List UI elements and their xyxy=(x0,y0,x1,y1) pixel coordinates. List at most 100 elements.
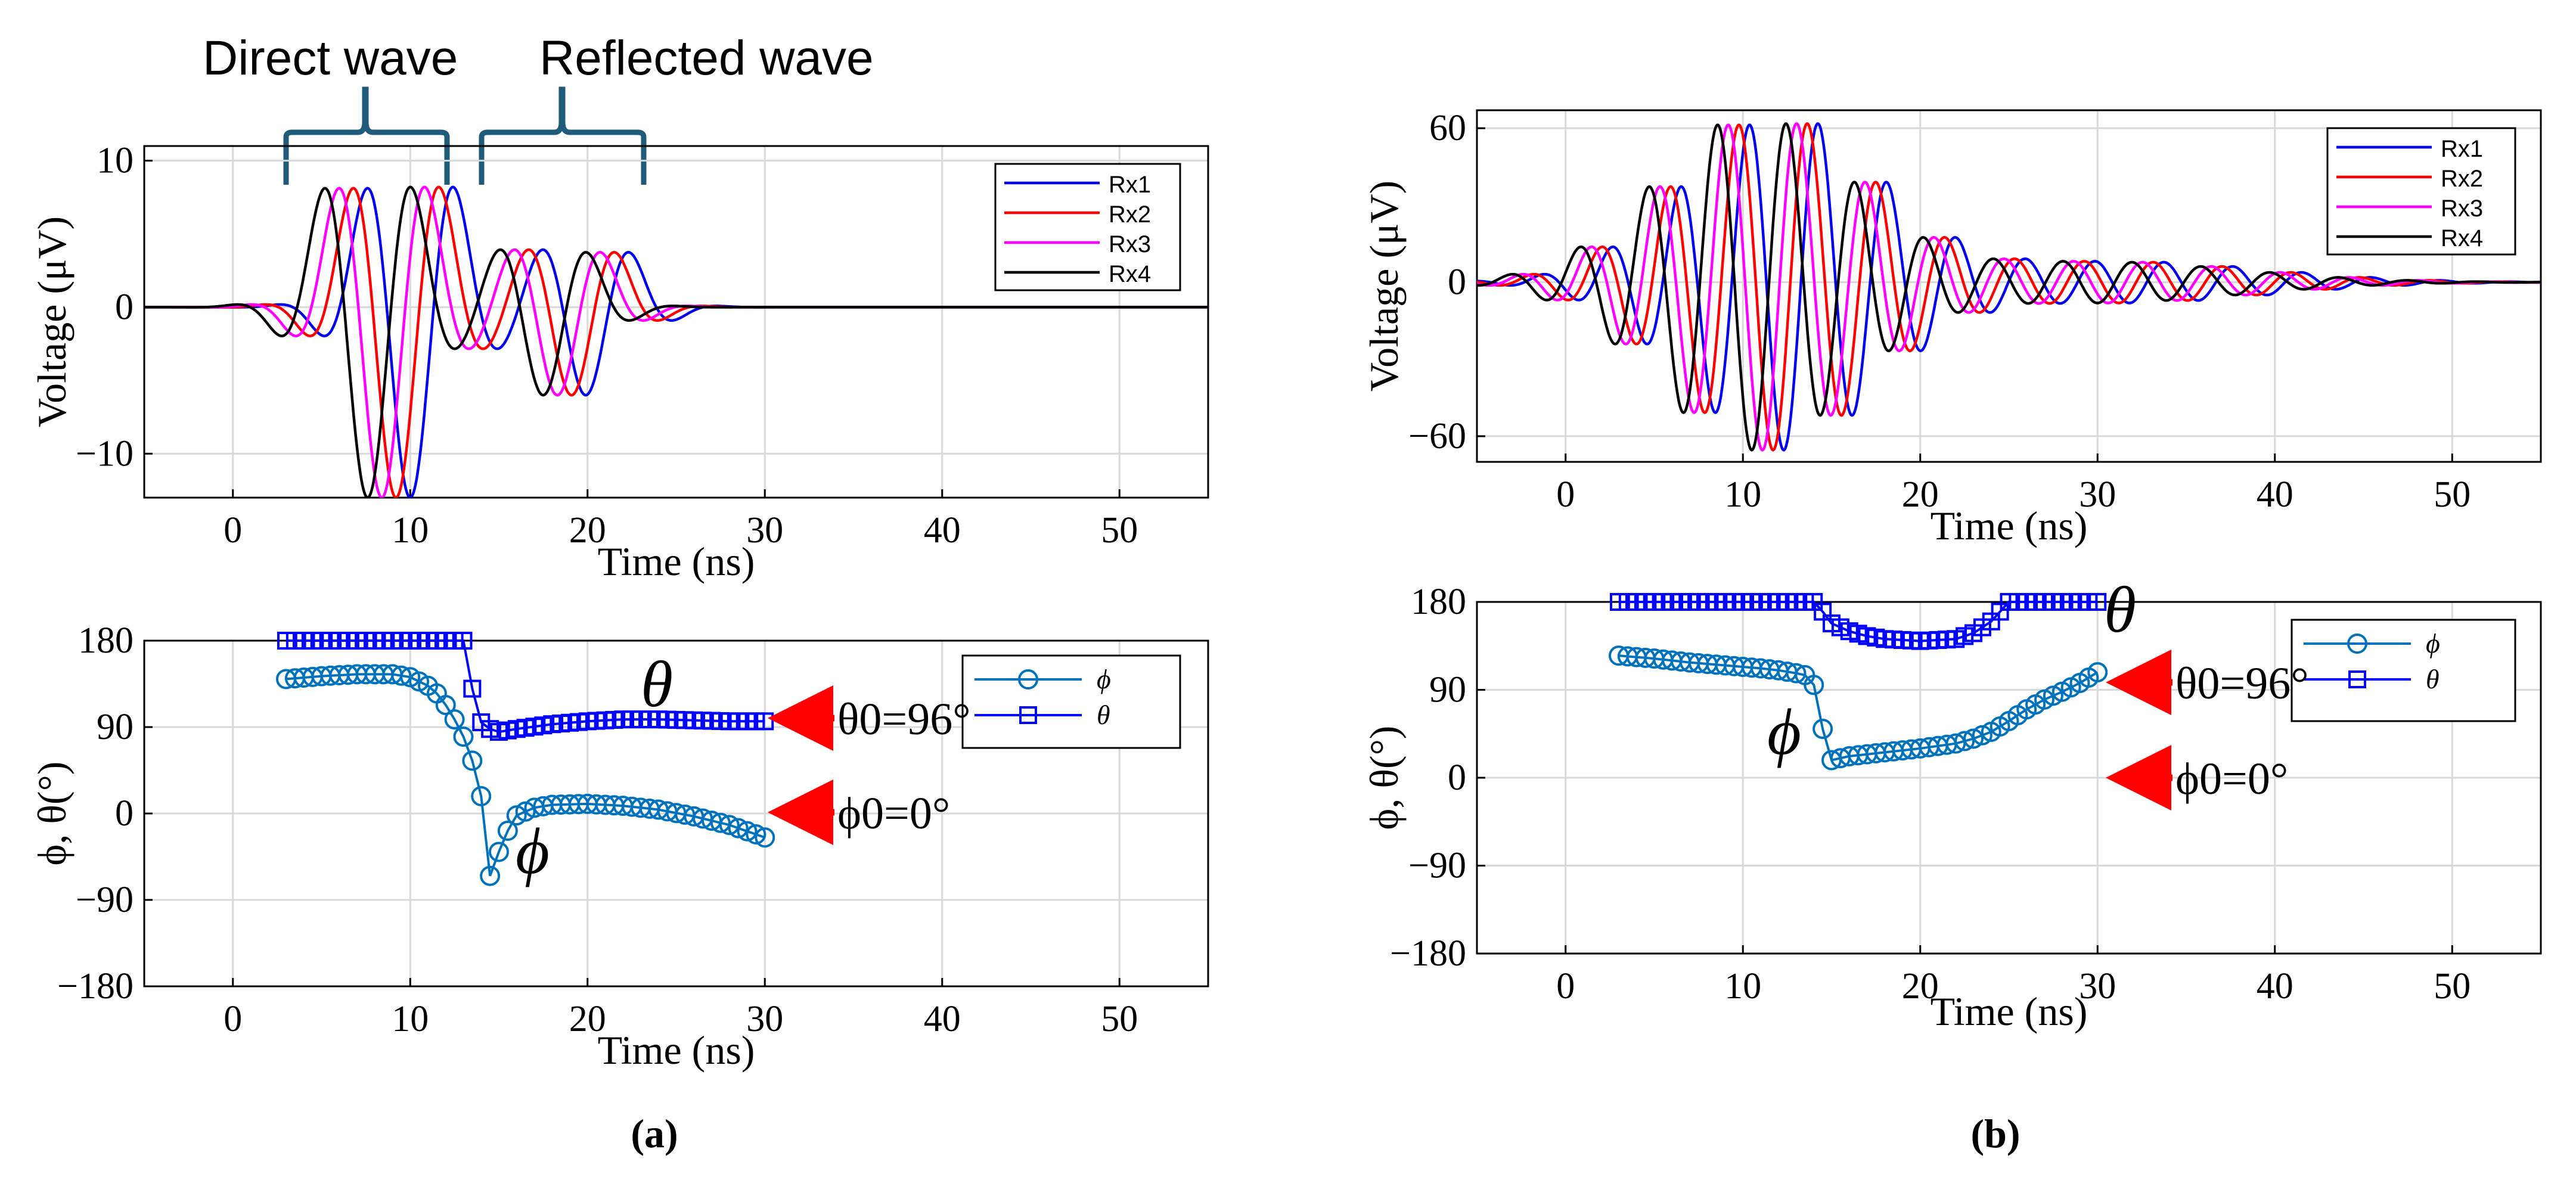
theta0-label: θ0=96° xyxy=(837,694,971,744)
y-tick-label: −10 xyxy=(76,433,134,474)
phi-marker xyxy=(435,694,456,715)
x-axis-label: Time (ns) xyxy=(598,539,755,584)
legend-box xyxy=(994,163,1181,291)
x-tick-label: 10 xyxy=(392,999,429,1039)
phi-marker xyxy=(1963,728,1984,749)
y-tick-label: −60 xyxy=(1408,416,1466,457)
phi-marker xyxy=(728,818,749,839)
x-tick-label: 20 xyxy=(1902,966,1939,1007)
phi-marker xyxy=(489,841,509,862)
wave-annotations: Direct wave Reflected wave xyxy=(203,31,874,185)
series-line-rx4 xyxy=(1477,122,2541,452)
theta0-label: θ0=96° xyxy=(2175,659,2309,709)
phi-marker xyxy=(391,665,412,686)
x-tick-label: 50 xyxy=(1101,999,1138,1039)
phi-curve-label: ϕ xyxy=(516,815,550,887)
y-axis-label: ϕ, θ(°) xyxy=(1361,726,1407,830)
x-tick-label: 30 xyxy=(2079,966,2116,1007)
legend-marker xyxy=(2347,634,2367,654)
phi-marker xyxy=(1812,719,1833,740)
y-axis-label: ϕ, θ(°) xyxy=(29,762,75,866)
x-tick-label: 50 xyxy=(2434,966,2471,1007)
y-tick-label: −90 xyxy=(76,880,134,920)
x-axis-label: Time (ns) xyxy=(598,1027,755,1073)
plot-frame xyxy=(143,145,1209,499)
theta-marker xyxy=(454,632,473,650)
phi-marker xyxy=(444,709,465,730)
theta-curve-label: θ xyxy=(2104,573,2136,646)
legend: Rx1 Rx2 Rx3 Rx4 xyxy=(2326,127,2516,256)
phi0-label: ϕ0=0° xyxy=(837,788,950,839)
theta-marker xyxy=(463,679,482,698)
x-tick-label: 40 xyxy=(924,999,961,1039)
y-tick-label: 0 xyxy=(1448,757,1466,798)
x-tick-label: 10 xyxy=(1724,966,1761,1007)
legend: Rx1 Rx2 Rx3 Rx4 xyxy=(994,163,1181,291)
x-tick-label: 30 xyxy=(2079,474,2116,515)
y-tick-label: 180 xyxy=(78,620,134,661)
x-tick-label: 40 xyxy=(2257,474,2293,515)
x-tick-label: 30 xyxy=(746,999,783,1039)
phi-marker xyxy=(746,824,766,845)
legend-label-rx1: Rx1 xyxy=(2441,136,2483,162)
legend-marker xyxy=(2348,670,2366,688)
y-tick-label: 0 xyxy=(1448,262,1466,303)
y-tick-label: 60 xyxy=(1429,108,1466,148)
legend-label-rx4: Rx4 xyxy=(1109,261,1151,287)
legend-label: ϕ xyxy=(2426,628,2440,659)
y-tick-label: −180 xyxy=(1390,933,1466,974)
x-tick-label: 40 xyxy=(2257,966,2293,1007)
y-tick-label: −90 xyxy=(1408,846,1466,886)
panel-b-angle-annotations: θ ϕ θ0=96° ϕ0=0° xyxy=(1767,573,2309,811)
legend-label-rx1: Rx1 xyxy=(1109,172,1151,198)
x-tick-label: 10 xyxy=(392,510,429,551)
legend-label-rx2: Rx2 xyxy=(1109,201,1151,228)
panel-label-a: (a) xyxy=(631,1111,678,1156)
y-tick-label: 10 xyxy=(97,141,134,181)
x-axis-label: Time (ns) xyxy=(1931,989,2088,1034)
panel-label-b: (b) xyxy=(1970,1111,2020,1156)
phi-marker xyxy=(2043,685,2063,706)
x-tick-label: 0 xyxy=(224,510,242,551)
direct-wave-label: Direct wave xyxy=(203,31,458,85)
panel-a-angle-annotations: θ ϕ θ0=96° ϕ0=0° xyxy=(516,648,971,887)
phi-marker xyxy=(506,805,527,826)
legend-marker xyxy=(1018,669,1038,690)
direct-wave-brace xyxy=(283,86,450,185)
phi0-label: ϕ0=0° xyxy=(2175,754,2288,804)
legend-box xyxy=(961,654,1181,749)
legend-label-rx3: Rx3 xyxy=(1109,231,1151,257)
legend-label: θ xyxy=(1097,700,1110,730)
phi-marker xyxy=(471,786,492,806)
x-tick-label: 30 xyxy=(746,510,783,551)
phi-marker xyxy=(1972,725,1992,746)
y-tick-label: 90 xyxy=(97,707,134,747)
y-tick-label: 0 xyxy=(115,793,134,834)
legend-label-rx2: Rx2 xyxy=(2441,166,2483,192)
panel-b-voltage-chart: 0 10 20 30 40 50 −60 0 60 Time (ns) Voltage (μV) Rx… xyxy=(1361,108,2542,548)
phi-marker xyxy=(1804,675,1824,695)
legend-box xyxy=(2326,127,2516,256)
phi-marker xyxy=(710,812,731,833)
x-tick-label: 0 xyxy=(1556,474,1575,515)
x-tick-label: 20 xyxy=(569,999,606,1039)
x-tick-label: 0 xyxy=(224,999,242,1039)
panel-b-angle-chart: 0 10 20 30 40 50 −180 −90 0 90 180 Time (ns) ϕ, θ(°)… xyxy=(1361,582,2542,1034)
x-axis-label: Time (ns) xyxy=(1931,503,2088,548)
legend-label-rx4: Rx4 xyxy=(2441,225,2483,251)
y-tick-label: 180 xyxy=(1411,582,1466,622)
x-tick-label: 10 xyxy=(1724,474,1761,515)
phi-marker xyxy=(2034,689,2054,710)
y-axis-label: Voltage (μV) xyxy=(29,216,75,427)
plot-frame xyxy=(143,639,1209,988)
x-tick-label: 50 xyxy=(2434,474,2471,515)
legend-label-rx3: Rx3 xyxy=(2441,195,2483,222)
theta-curve-label: θ xyxy=(641,648,673,721)
legend-label: θ xyxy=(2426,664,2440,694)
reflected-wave-label: Reflected wave xyxy=(539,31,874,85)
x-tick-label: 50 xyxy=(1101,510,1138,551)
y-tick-label: −180 xyxy=(57,966,134,1007)
panel-a-voltage-chart: 0 10 20 30 40 50 −10 0 10 Time (ns) Voltage (μV) Rx… xyxy=(29,141,1209,584)
legend-box xyxy=(2291,619,2516,722)
